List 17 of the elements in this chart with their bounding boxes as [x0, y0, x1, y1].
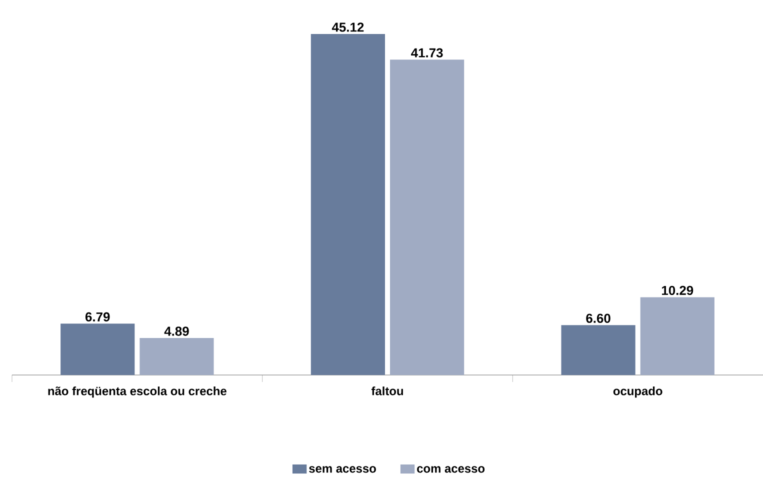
data-label: 45.12	[332, 22, 364, 32]
data-label: 41.73	[411, 48, 443, 58]
bar	[140, 338, 214, 375]
x-tick-label: ocupado	[613, 386, 662, 398]
legend-label: sem acesso	[309, 466, 376, 473]
data-label: 4.89	[164, 326, 189, 336]
bar	[390, 60, 464, 375]
legend-label: com acesso	[417, 466, 485, 473]
data-label: 10.29	[662, 286, 694, 296]
bar	[561, 325, 636, 375]
bar	[60, 324, 135, 375]
x-tick-label: não freqüenta escola ou creche	[48, 386, 226, 398]
x-tick-label: faltou	[371, 386, 403, 396]
data-label: 6.79	[85, 312, 110, 322]
data-label: 6.60	[586, 314, 610, 323]
bar	[310, 34, 385, 375]
bar	[640, 297, 714, 375]
